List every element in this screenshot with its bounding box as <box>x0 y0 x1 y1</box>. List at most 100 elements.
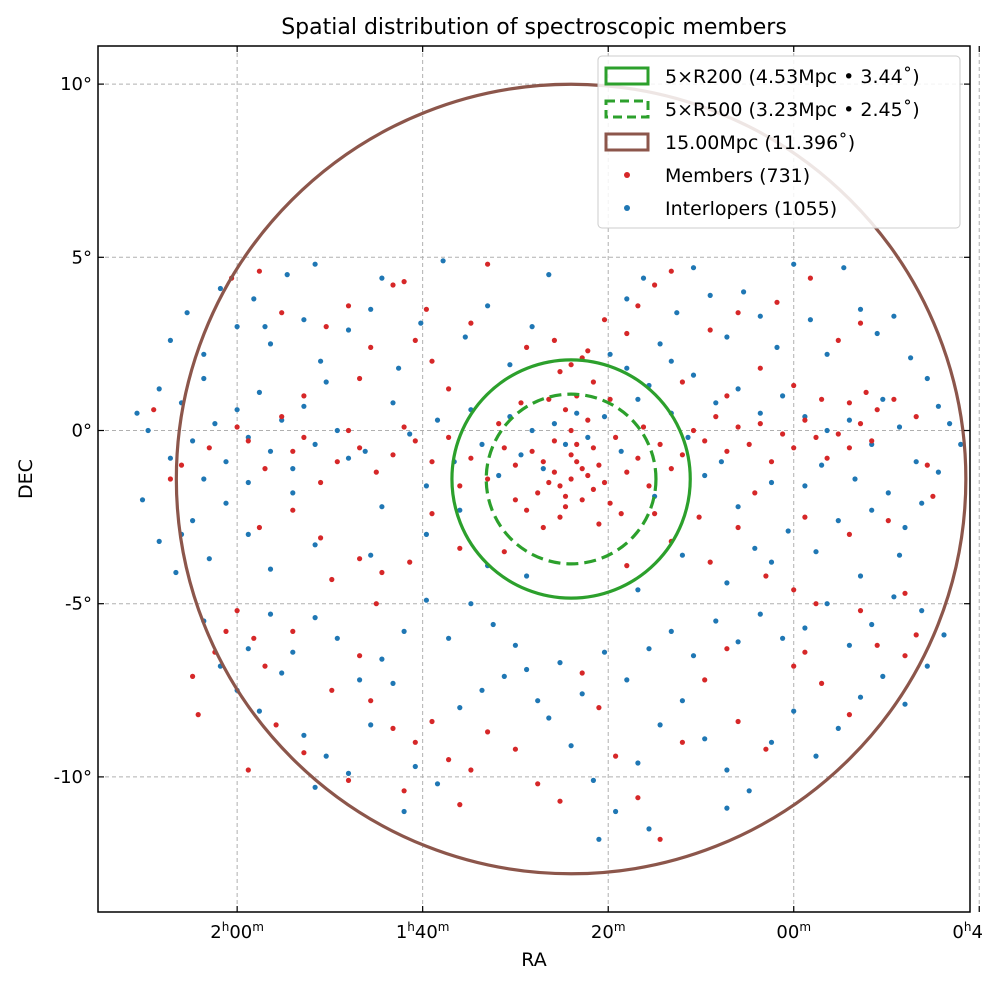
member-point-71 <box>373 469 379 475</box>
interloper-point-135 <box>368 722 374 728</box>
interloper-point-6 <box>201 375 207 382</box>
member-point-187 <box>518 400 524 406</box>
legend-marker-series-0 <box>624 172 630 178</box>
member-point-70 <box>390 452 396 458</box>
interloper-point-186 <box>379 656 385 662</box>
interloper-point-199 <box>524 573 530 579</box>
interloper-point-118 <box>757 410 763 416</box>
member-point-86 <box>601 317 608 323</box>
member-point-189 <box>679 379 686 385</box>
member-point-159 <box>724 646 730 652</box>
member-point-99 <box>256 268 262 274</box>
member-point-87 <box>635 303 641 309</box>
member-point-14 <box>557 514 563 520</box>
interloper-point-15 <box>301 403 307 409</box>
member-point-192 <box>863 389 869 395</box>
member-point-66 <box>869 438 875 444</box>
interloper-point-96 <box>562 441 569 447</box>
interloper-point-133 <box>323 753 329 759</box>
interloper-point-69 <box>924 375 930 382</box>
interloper-point-150 <box>702 736 708 742</box>
interloper-point-160 <box>924 663 930 669</box>
member-point-126 <box>763 573 769 579</box>
interloper-point-126 <box>913 459 919 465</box>
interloper-point-47 <box>507 362 513 368</box>
interloper-point-163 <box>891 594 897 600</box>
interloper-point-75 <box>902 524 908 531</box>
interloper-point-28 <box>290 490 296 496</box>
member-point-35 <box>646 483 652 489</box>
interloper-point-212 <box>724 805 730 811</box>
legend-label-series-1: Interlopers (1055) <box>665 198 837 220</box>
member-point-41 <box>657 441 663 447</box>
interloper-point-169 <box>757 611 763 617</box>
interloper-point-88 <box>685 434 691 440</box>
member-point-132 <box>735 524 741 531</box>
member-point-93 <box>401 279 407 285</box>
member-point-91 <box>468 320 474 326</box>
member-point-114 <box>206 445 212 451</box>
member-point-123 <box>624 563 630 569</box>
member-point-98 <box>279 310 285 316</box>
member-point-167 <box>902 653 908 659</box>
member-point-42 <box>457 483 463 489</box>
member-point-142 <box>368 698 374 704</box>
interloper-point-190 <box>290 649 296 655</box>
interloper-point-72 <box>958 441 964 447</box>
member-point-168 <box>913 632 919 638</box>
y-axis-label: DEC <box>15 459 37 499</box>
y-tick-label-0: 10° <box>60 74 92 95</box>
interloper-point-143 <box>546 715 552 721</box>
interloper-point-63 <box>824 351 830 357</box>
member-point-45 <box>618 510 624 517</box>
interloper-point-33 <box>217 285 223 292</box>
interloper-point-210 <box>596 836 602 842</box>
interloper-point-153 <box>768 739 775 745</box>
interloper-point-58 <box>741 289 747 295</box>
interloper-point-130 <box>256 708 262 714</box>
member-point-164 <box>819 680 825 687</box>
radius-circle-1 <box>484 392 658 566</box>
interloper-point-26 <box>245 531 251 538</box>
interloper-point-170 <box>735 639 741 645</box>
member-point-83 <box>585 348 591 354</box>
member-point-67 <box>429 459 435 465</box>
interloper-point-62 <box>807 317 814 323</box>
interloper-point-27 <box>267 566 274 572</box>
member-point-118 <box>357 556 363 562</box>
member-point-195 <box>885 518 891 524</box>
member-point-146 <box>446 757 452 763</box>
interloper-point-39 <box>318 358 324 364</box>
member-point-76 <box>301 434 307 440</box>
member-point-171 <box>301 750 307 756</box>
interloper-point-103 <box>479 441 485 447</box>
legend-swatch-circle-0 <box>604 66 650 86</box>
interloper-point-121 <box>824 427 830 434</box>
interloper-point-177 <box>579 691 585 697</box>
member-point-2 <box>557 483 563 489</box>
member-point-15 <box>579 497 585 503</box>
member-point-0 <box>568 476 574 482</box>
interloper-point-22 <box>173 569 179 576</box>
axis-ticks: 10° 5° 0° -5° -10° 2h00m 1h40m 20m 00m 0h40m <box>54 46 984 943</box>
member-point-54 <box>735 424 741 430</box>
interloper-point-82 <box>785 528 791 534</box>
interloper-point-144 <box>568 743 574 749</box>
member-point-20 <box>585 417 591 423</box>
interloper-point-197 <box>457 507 463 513</box>
member-point-74 <box>334 459 340 465</box>
interloper-point-11 <box>256 389 262 395</box>
interloper-point-107 <box>423 483 429 489</box>
interloper-point-167 <box>802 625 808 631</box>
interloper-point-17 <box>323 379 329 385</box>
member-point-18 <box>568 427 574 434</box>
interloper-point-193 <box>201 476 207 482</box>
interloper-point-110 <box>379 504 385 510</box>
member-point-9 <box>546 479 552 486</box>
member-point-50 <box>690 427 697 434</box>
member-point-143 <box>390 725 396 732</box>
member-point-139 <box>290 628 296 635</box>
interloper-point-195 <box>368 552 374 558</box>
interloper-point-173 <box>668 628 674 635</box>
y-tick-label-1: 5° <box>72 247 92 268</box>
